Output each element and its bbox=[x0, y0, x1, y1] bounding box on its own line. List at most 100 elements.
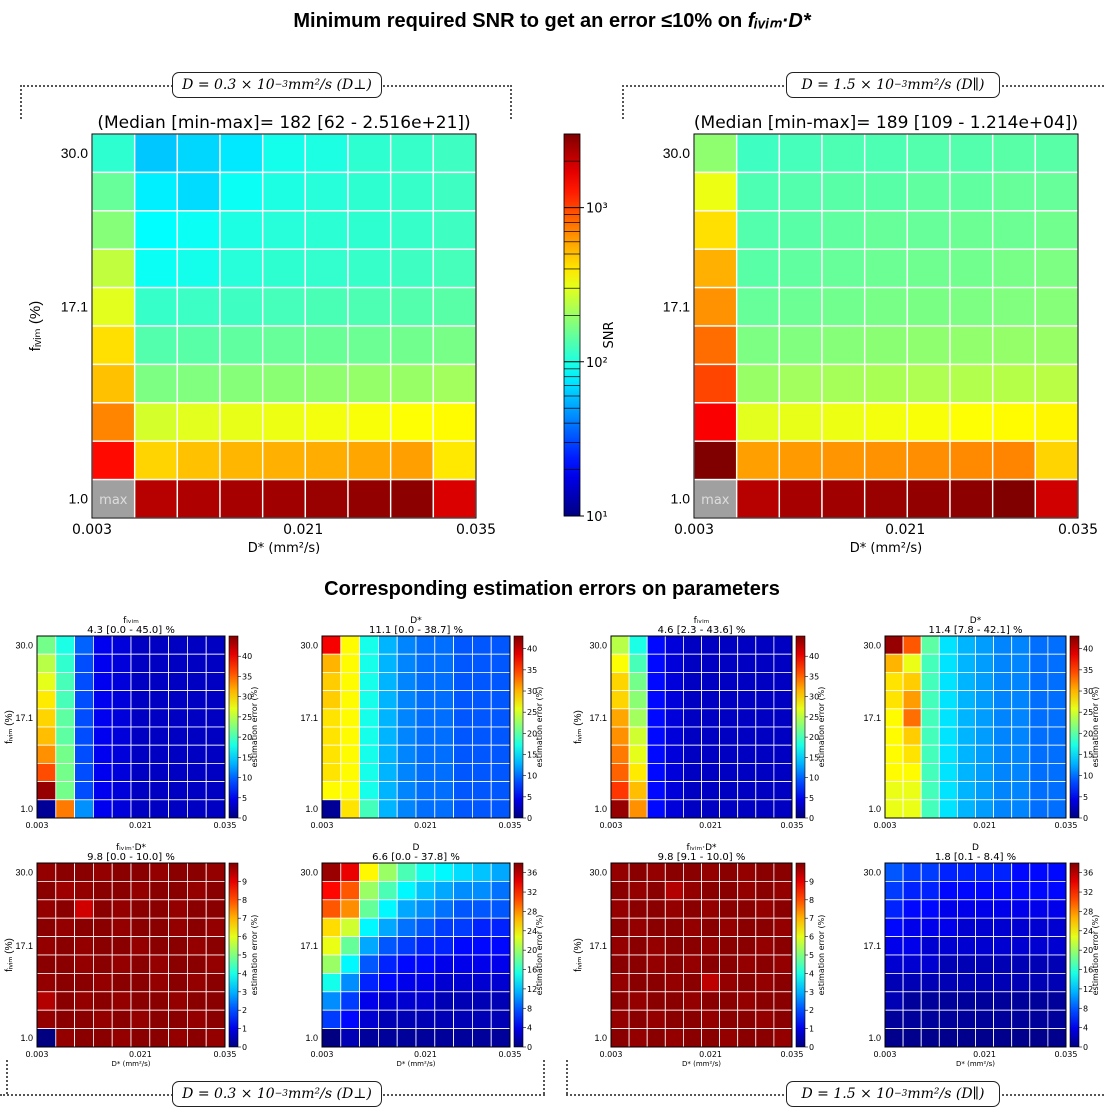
heatmap-cell bbox=[36, 690, 57, 710]
heatmap-cell bbox=[821, 325, 866, 366]
heatmap-cell bbox=[490, 954, 511, 974]
heatmap-cell bbox=[219, 325, 264, 366]
heatmap-cell bbox=[74, 672, 94, 692]
heatmap-cell bbox=[993, 781, 1013, 801]
heatmap-cell bbox=[93, 899, 113, 919]
heatmap-cell bbox=[377, 799, 398, 819]
heatmap-cell bbox=[737, 991, 757, 1011]
heatmap-cell bbox=[432, 402, 477, 442]
heatmap-cell bbox=[176, 133, 221, 174]
heatmap-cell bbox=[737, 799, 757, 819]
plot-frame bbox=[610, 862, 793, 1048]
heatmap-cell bbox=[93, 744, 113, 764]
heatmap-cell bbox=[340, 881, 360, 901]
heatmap-cell bbox=[938, 936, 958, 956]
heatmap-cell bbox=[1011, 973, 1031, 993]
heatmap-cell bbox=[1029, 635, 1049, 655]
heatmap-cell bbox=[396, 1028, 417, 1048]
heatmap-cell bbox=[884, 991, 904, 1011]
heatmap-cell bbox=[205, 862, 226, 882]
heatmap-cell bbox=[1029, 708, 1049, 728]
heatmap-cell bbox=[133, 210, 179, 250]
heatmap-cell bbox=[340, 672, 360, 692]
heatmap-cell bbox=[1047, 799, 1067, 819]
y-tick-label: 30.0 bbox=[863, 867, 881, 877]
heatmap-cell bbox=[957, 690, 976, 710]
heatmap-cell bbox=[55, 991, 75, 1011]
heatmap-cell bbox=[1011, 726, 1031, 746]
x-tick-label: 0.035 bbox=[499, 1050, 522, 1059]
heatmap-cell bbox=[884, 954, 904, 974]
heatmap-cell bbox=[432, 133, 477, 174]
heatmap-cell bbox=[863, 478, 909, 519]
heatmap-cell bbox=[949, 478, 994, 519]
heatmap-cell bbox=[610, 672, 630, 692]
heatmap-cell bbox=[1047, 917, 1067, 938]
heatmap-cell bbox=[36, 1009, 57, 1030]
heatmap-cell bbox=[906, 286, 951, 327]
heatmap-cell bbox=[735, 440, 781, 481]
heatmap-cell bbox=[949, 286, 994, 327]
heatmap-cell bbox=[1034, 363, 1079, 404]
heatmap-cell bbox=[377, 899, 398, 919]
heatmap-cell bbox=[646, 1028, 666, 1048]
heatmap-cell bbox=[396, 862, 417, 882]
heatmap-cell bbox=[1047, 635, 1067, 655]
chart-subtitle: 4.3 [0.0 - 45.0] % bbox=[87, 625, 175, 636]
heatmap-cell bbox=[628, 635, 648, 655]
heatmap-cell bbox=[719, 1009, 739, 1030]
heatmap-cell bbox=[1011, 936, 1031, 956]
y-tick-label: 30.0 bbox=[300, 640, 318, 650]
heatmap-cell bbox=[168, 781, 188, 801]
heatmap-cell bbox=[186, 936, 207, 956]
heatmap-cell bbox=[773, 744, 793, 764]
heatmap-cell bbox=[168, 881, 188, 901]
heatmap-cell bbox=[755, 954, 775, 974]
heatmap-cell bbox=[975, 763, 995, 783]
heatmap-cell bbox=[701, 917, 721, 938]
heatmap-cell bbox=[735, 248, 781, 289]
heatmap-cell bbox=[693, 478, 738, 519]
heatmap-cell bbox=[920, 744, 940, 764]
heatmap-cell bbox=[321, 744, 342, 764]
heatmap-cell bbox=[321, 881, 342, 901]
colorbar-tick-label: 32 bbox=[1083, 888, 1093, 897]
y-tick-label: 30.0 bbox=[589, 640, 607, 650]
x-tick-label: 0.035 bbox=[781, 821, 804, 830]
heatmap-cell bbox=[737, 1028, 757, 1048]
heatmap-cell bbox=[389, 286, 435, 327]
colorbar-tick-label: 9 bbox=[242, 877, 247, 886]
heatmap-cell bbox=[975, 653, 995, 673]
heatmap-cell bbox=[1011, 1028, 1031, 1048]
heatmap-cell bbox=[415, 726, 436, 746]
heatmap-cell bbox=[133, 171, 179, 212]
heatmap-cell bbox=[453, 635, 473, 655]
heatmap-cell bbox=[906, 248, 951, 289]
heatmap-cell bbox=[304, 478, 349, 519]
heatmap-cell bbox=[884, 917, 904, 938]
err-dstar-left-chart: 30.0 17.1 1.0 0.003 0.021 0.035 D*11.1 [0.0 - … bbox=[300, 616, 544, 830]
heatmap-cell bbox=[778, 440, 823, 481]
heatmap-cell bbox=[93, 635, 113, 655]
heatmap-cell bbox=[434, 899, 454, 919]
err-d-right-chart: 30.0 17.1 1.0 0.003 0.021 0.035 D* (mm²/s) D1.8… bbox=[863, 843, 1100, 1068]
heatmap-cell bbox=[93, 690, 113, 710]
heatmap-cell bbox=[719, 973, 739, 993]
heatmap-cell bbox=[186, 991, 207, 1011]
heatmap-cell bbox=[773, 672, 793, 692]
heatmap-cell bbox=[735, 402, 781, 442]
heatmap-cell bbox=[884, 1009, 904, 1030]
heatmap-cell bbox=[377, 862, 398, 882]
heatmap-cell bbox=[628, 781, 648, 801]
heatmap-cell bbox=[434, 653, 454, 673]
heatmap-cell bbox=[735, 210, 781, 250]
heatmap-cell bbox=[628, 763, 648, 783]
heatmap-cell bbox=[719, 899, 739, 919]
heatmap-cell bbox=[490, 726, 511, 746]
y-tick-label: 1.0 bbox=[20, 1033, 33, 1043]
main-title: Minimum required SNR to get an error ≤10… bbox=[0, 8, 1104, 33]
colorbar-tick-label: 36 bbox=[1083, 869, 1093, 878]
heatmap-cell bbox=[168, 991, 188, 1011]
x-tick-label: 0.003 bbox=[600, 821, 623, 830]
heatmap-cell bbox=[906, 171, 951, 212]
